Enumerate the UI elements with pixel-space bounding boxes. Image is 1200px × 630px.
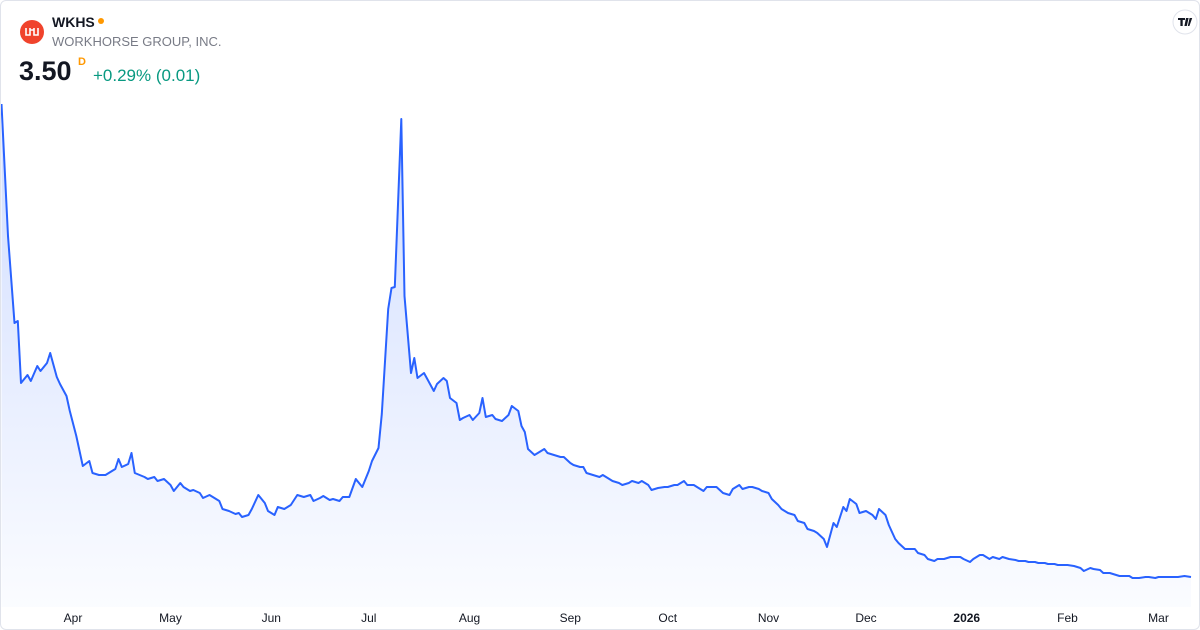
x-tick-label: Mar (1148, 611, 1169, 625)
x-tick-label: Jun (262, 611, 281, 625)
x-tick-label: Nov (758, 611, 779, 625)
x-tick-label: Feb (1057, 611, 1078, 625)
x-tick-label: Aug (459, 611, 480, 625)
company-name: WORKHORSE GROUP, INC. (52, 34, 222, 49)
x-tick-label: Oct (658, 611, 677, 625)
company-logo (20, 20, 44, 44)
status-dot (98, 18, 104, 24)
tradingview-logo[interactable] (1171, 9, 1199, 35)
x-tick-label: 2026 (953, 611, 980, 625)
last-price: 3.50 (19, 56, 72, 86)
price-line (1, 103, 1192, 579)
area-fill (1, 104, 1191, 607)
symbol: WKHS (52, 14, 95, 30)
x-tick-label: Apr (64, 611, 83, 625)
x-tick-label: Jul (361, 611, 376, 625)
x-tick-label: Sep (560, 611, 582, 625)
price-change: +0.29% (0.01) (93, 66, 201, 85)
x-tick-label: May (159, 611, 182, 625)
price-flag: D (78, 56, 86, 68)
x-tick-label: Dec (855, 611, 876, 625)
